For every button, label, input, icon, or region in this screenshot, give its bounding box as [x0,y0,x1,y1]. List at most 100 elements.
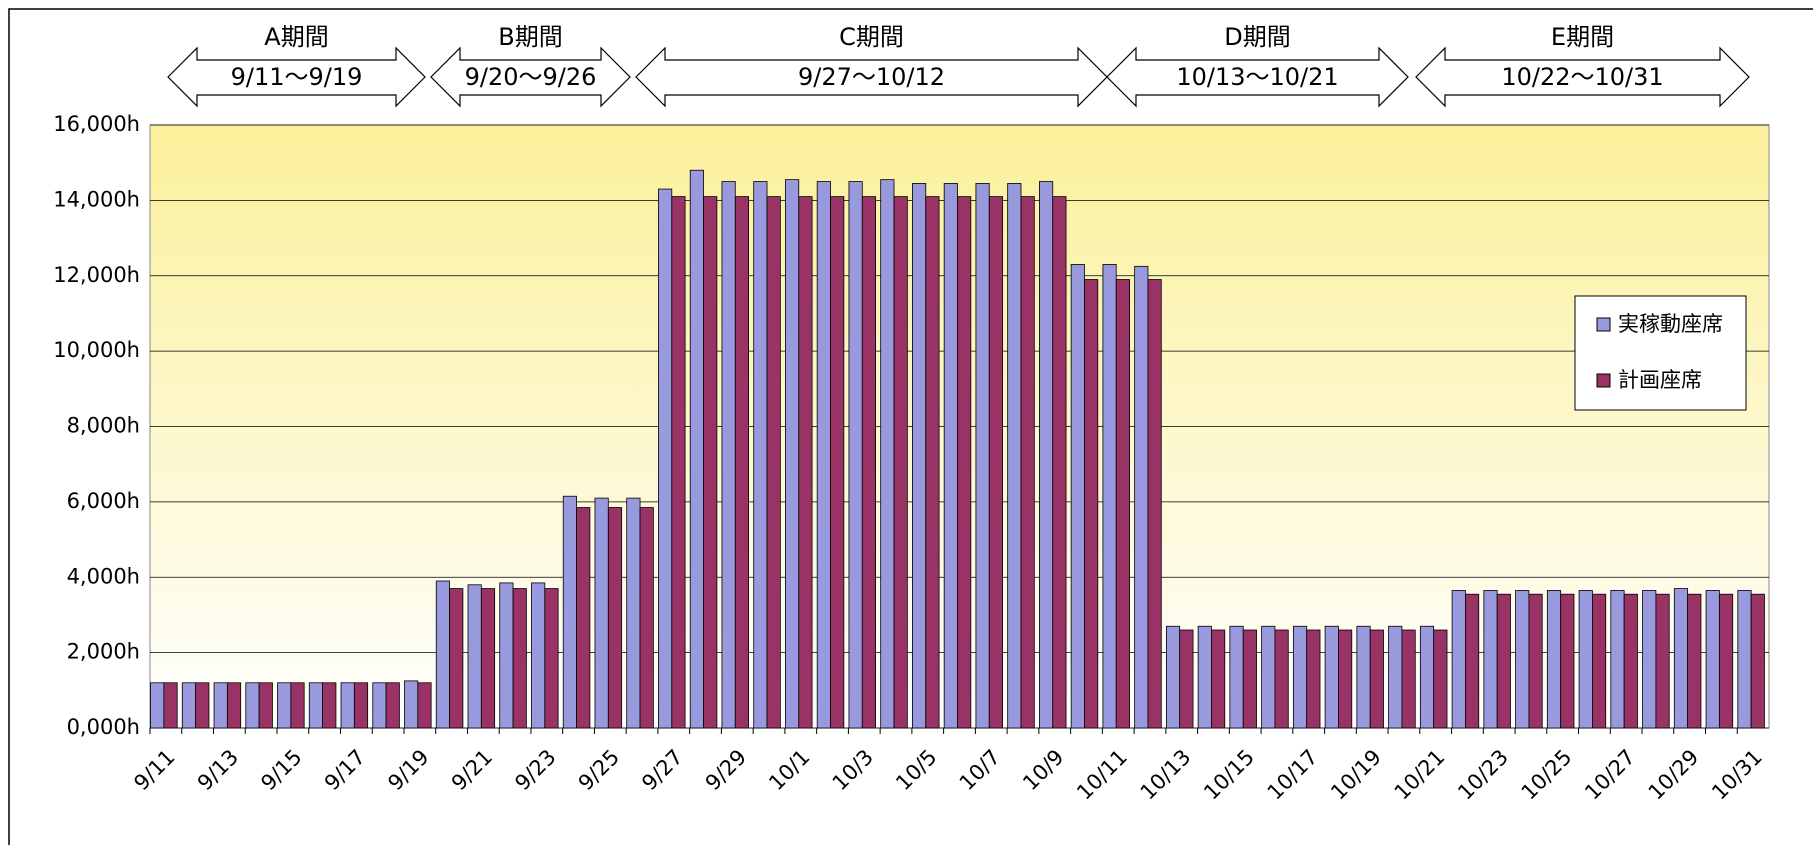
bar [671,196,686,729]
bar [245,682,260,729]
bar [943,183,958,729]
legend-label: 計画座席 [1618,368,1702,392]
bar [1102,264,1117,729]
x-tick-label: 9/27 [637,745,687,795]
period-arrow [1106,46,1409,108]
x-tick-label: 9/13 [193,745,243,795]
bar [181,682,197,729]
y-tick-label: 14,000h [53,187,140,211]
bar [1306,629,1321,729]
x-tick-label: 10/13 [1136,745,1196,805]
y-tick-label: 16,000h [53,112,140,136]
bar [1705,590,1720,729]
bar [404,680,419,729]
bar [1197,625,1212,729]
x-tick-label: 10/1 [764,745,814,795]
x-tick-label: 10/25 [1517,745,1577,805]
bar [1388,625,1403,729]
bar [1052,196,1067,729]
bar [1737,590,1752,729]
bar [607,507,623,729]
bar [1229,625,1244,729]
period-range: 10/13～10/21 [1176,63,1338,91]
bar [277,682,292,729]
x-tick-label: 9/17 [320,745,370,795]
y-tick-label: 2,000h [67,640,140,664]
y-tick-label: 10,000h [53,338,140,362]
bar [150,682,165,729]
bar [925,196,940,729]
x-tick-label: 10/15 [1199,745,1259,805]
bar [1324,625,1339,729]
bar [512,588,527,729]
y-tick-label: 8,000h [67,414,140,438]
y-tick-label: 6,000h [67,489,140,513]
bar [385,682,400,729]
x-tick-label: 9/19 [383,745,433,795]
bar [1369,629,1384,729]
period-range: 9/20～9/26 [465,63,597,91]
bar [353,682,369,729]
bar [1592,593,1607,729]
period-range: 9/11～9/19 [231,63,363,91]
x-tick-label: 10/3 [828,745,878,795]
bar [880,179,895,729]
bar [1483,590,1498,729]
bar [544,588,559,729]
bar [1020,196,1035,729]
bar [372,682,387,729]
bar [1750,593,1765,729]
y-tick-label: 0,000h [67,715,140,739]
bar [1242,629,1257,729]
bar [1401,629,1416,729]
x-tick-label: 9/23 [510,745,560,795]
bar [213,682,228,729]
x-tick-label: 9/29 [701,745,751,795]
bar [226,682,242,729]
y-tick-label: 12,000h [53,263,140,287]
bar [658,188,673,729]
bar [1165,625,1181,729]
bar [1673,588,1689,729]
bar [1560,593,1575,729]
bar [1211,629,1226,729]
legend-swatch [1596,373,1611,388]
y-tick-label: 4,000h [67,564,140,588]
bar [1419,625,1435,729]
bar [830,196,845,729]
x-tick-label: 10/19 [1326,745,1386,805]
bar [1007,183,1022,729]
bar [562,495,577,729]
bar [435,580,450,729]
x-tick-label: 9/11 [129,745,179,795]
bar [290,682,305,729]
x-tick-label: 10/11 [1072,745,1132,805]
legend-swatch [1596,317,1611,332]
bar [322,682,337,729]
bar [626,497,641,729]
bar [594,497,609,729]
bar [689,169,704,729]
x-tick-label: 10/9 [1018,745,1068,795]
period-range: 9/27～10/12 [798,63,945,91]
bar [1515,590,1530,729]
bar [258,682,273,729]
bar [1528,593,1543,729]
bar [861,196,876,729]
x-tick-label: 9/15 [256,745,306,795]
period-range: 10/22～10/31 [1501,63,1663,91]
bar [893,196,908,729]
bar [639,507,654,729]
x-tick-label: 10/21 [1390,745,1450,805]
bar [785,179,800,729]
bar [957,196,972,729]
period-name: B期間 [498,23,562,51]
bar [1578,590,1593,729]
bar [1623,593,1638,729]
bar [816,181,831,729]
bar [988,196,1003,729]
bar [912,183,927,729]
bar [1546,590,1562,729]
bar [798,196,813,729]
bar [163,682,178,729]
